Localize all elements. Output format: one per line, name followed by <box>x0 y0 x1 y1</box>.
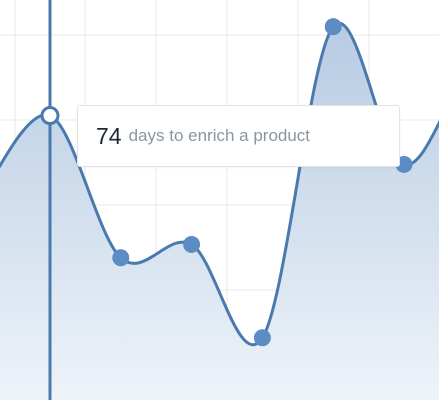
tooltip-label: days to enrich a product <box>128 126 311 145</box>
data-point[interactable] <box>112 249 130 267</box>
tooltip: 74 days to enrich a product <box>77 105 400 167</box>
tooltip-value: 74 <box>96 122 122 149</box>
highlighted-data-point[interactable] <box>40 106 60 126</box>
data-point[interactable] <box>324 18 342 36</box>
data-point[interactable] <box>253 329 271 347</box>
area-fill <box>0 23 439 400</box>
data-point[interactable] <box>183 235 201 253</box>
